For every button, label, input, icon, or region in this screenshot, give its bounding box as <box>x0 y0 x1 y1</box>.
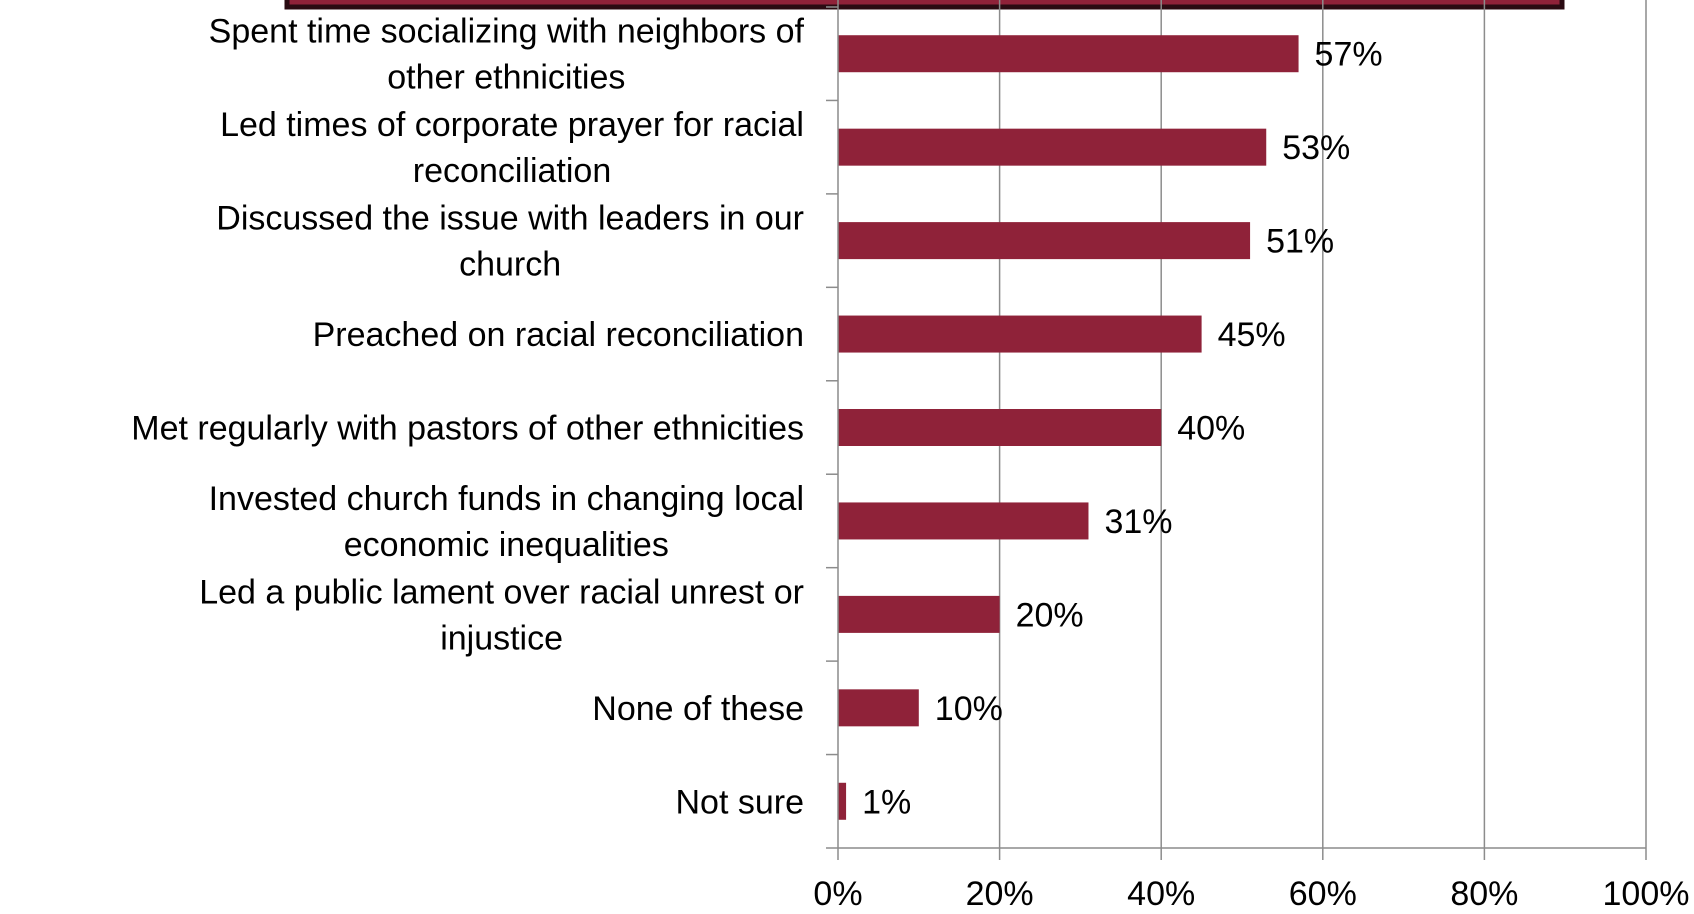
data-label: 53% <box>1282 129 1350 167</box>
bar <box>838 502 1089 540</box>
category-label-line: Spent time socializing with neighbors of <box>209 13 805 51</box>
category-label-line: Met regularly with pastors of other ethn… <box>131 410 804 448</box>
bar <box>838 782 847 820</box>
category-label-line: Preached on racial reconciliation <box>313 316 804 354</box>
data-label: 40% <box>1177 410 1245 448</box>
category-label: Invested church funds in changing local e… <box>209 480 804 564</box>
category-label: Not sure <box>676 783 805 821</box>
category-label-line: Led times of corporate prayer for racial <box>220 106 804 144</box>
category-label: Led times of corporate prayer for racial… <box>220 106 804 190</box>
axis-layer <box>826 0 1647 860</box>
category-label-line: Discussed the issue with leaders in our <box>216 200 804 238</box>
bar <box>838 595 1000 633</box>
labels-layer: 57% 53% 51% 45% 40% 31% 20% 10% 1% 0% 20% 40% 60% 80%… <box>131 13 1690 913</box>
bars-layer <box>838 35 1299 820</box>
bar <box>838 315 1202 353</box>
category-label-line: injustice <box>440 619 563 657</box>
category-label-line: church <box>459 246 561 284</box>
data-label: 1% <box>862 783 911 821</box>
data-label: 51% <box>1266 223 1334 261</box>
category-label-line: economic inequalities <box>344 526 669 564</box>
category-label-line: other ethnicities <box>387 59 625 97</box>
x-tick-label: 100% <box>1603 875 1690 909</box>
title-box-layer <box>284 0 1565 10</box>
bar <box>838 689 919 727</box>
category-label-line: reconciliation <box>413 152 611 190</box>
x-tick-label: 60% <box>1289 875 1357 909</box>
data-label: 57% <box>1315 36 1383 74</box>
category-label: Preached on racial reconciliation <box>313 316 804 354</box>
x-tick-label: 80% <box>1450 875 1518 909</box>
category-label-line: None of these <box>592 690 804 728</box>
data-label: 45% <box>1218 316 1286 354</box>
category-label: Spent time socializing with neighbors of… <box>209 13 805 97</box>
title-box <box>284 0 1565 10</box>
data-label: 31% <box>1104 503 1172 541</box>
category-label-line: Not sure <box>676 783 805 821</box>
category-label: Led a public lament over racial unrest o… <box>199 573 804 657</box>
bar <box>838 128 1267 166</box>
data-label: 20% <box>1016 596 1084 634</box>
category-label-line: Invested church funds in changing local <box>209 480 804 518</box>
x-tick-label: 20% <box>966 875 1034 909</box>
category-label: Met regularly with pastors of other ethn… <box>131 410 804 448</box>
x-tick-label: 0% <box>813 875 862 909</box>
bar <box>838 409 1162 446</box>
bar <box>838 35 1299 73</box>
x-tick-label: 40% <box>1127 875 1195 909</box>
category-label: Discussed the issue with leaders in our c… <box>216 200 804 284</box>
category-label: None of these <box>592 690 804 728</box>
category-label-line: Led a public lament over racial unrest o… <box>199 573 804 611</box>
data-label: 10% <box>935 690 1003 728</box>
bar <box>838 222 1251 260</box>
